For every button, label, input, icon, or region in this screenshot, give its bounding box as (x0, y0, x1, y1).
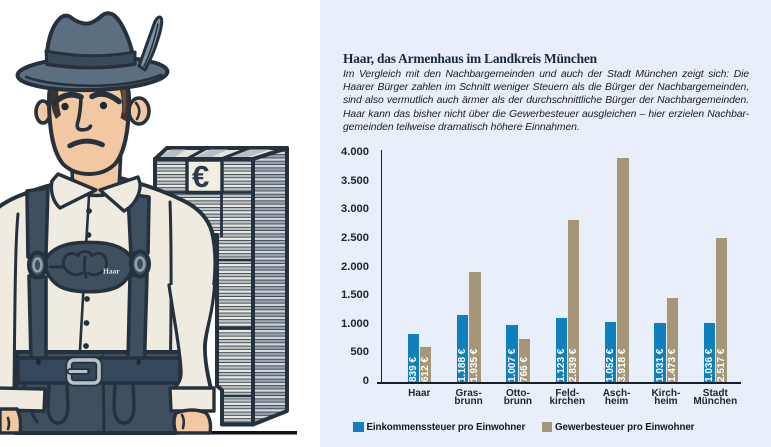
svg-text:Haar: Haar (103, 267, 120, 276)
svg-text:€: € (192, 159, 209, 194)
